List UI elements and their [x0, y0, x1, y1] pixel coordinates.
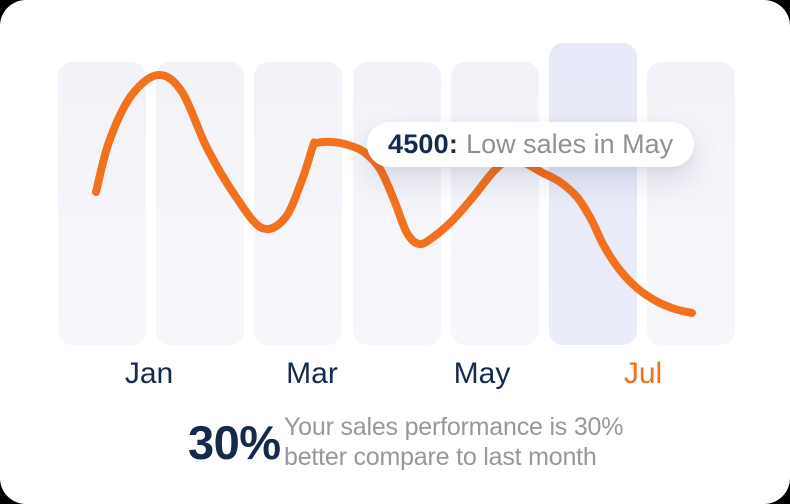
chart-column-highlighted [549, 43, 637, 345]
x-tick-jul: Jul [623, 357, 663, 390]
stat-value: 30% [188, 416, 281, 469]
stat-description-line2: better compare to last month [284, 442, 597, 471]
stat-description-line1: Your sales performance is 30% [284, 413, 624, 441]
x-tick-may: May [453, 357, 511, 390]
chart-tooltip: 4500: Low sales in May [367, 122, 695, 167]
chart-column [58, 62, 146, 345]
x-tick-mar: Mar [286, 357, 338, 390]
chart-column [451, 62, 539, 345]
tooltip-value: 4500: [388, 129, 459, 159]
chart-column [647, 62, 735, 345]
chart-column [156, 62, 244, 345]
stat-description: Your sales performance is 30% better com… [284, 413, 623, 472]
tooltip-text: Low sales in May [466, 129, 674, 159]
chart-column [254, 62, 342, 345]
chart-column [353, 62, 441, 345]
x-tick-jan: Jan [124, 357, 174, 390]
